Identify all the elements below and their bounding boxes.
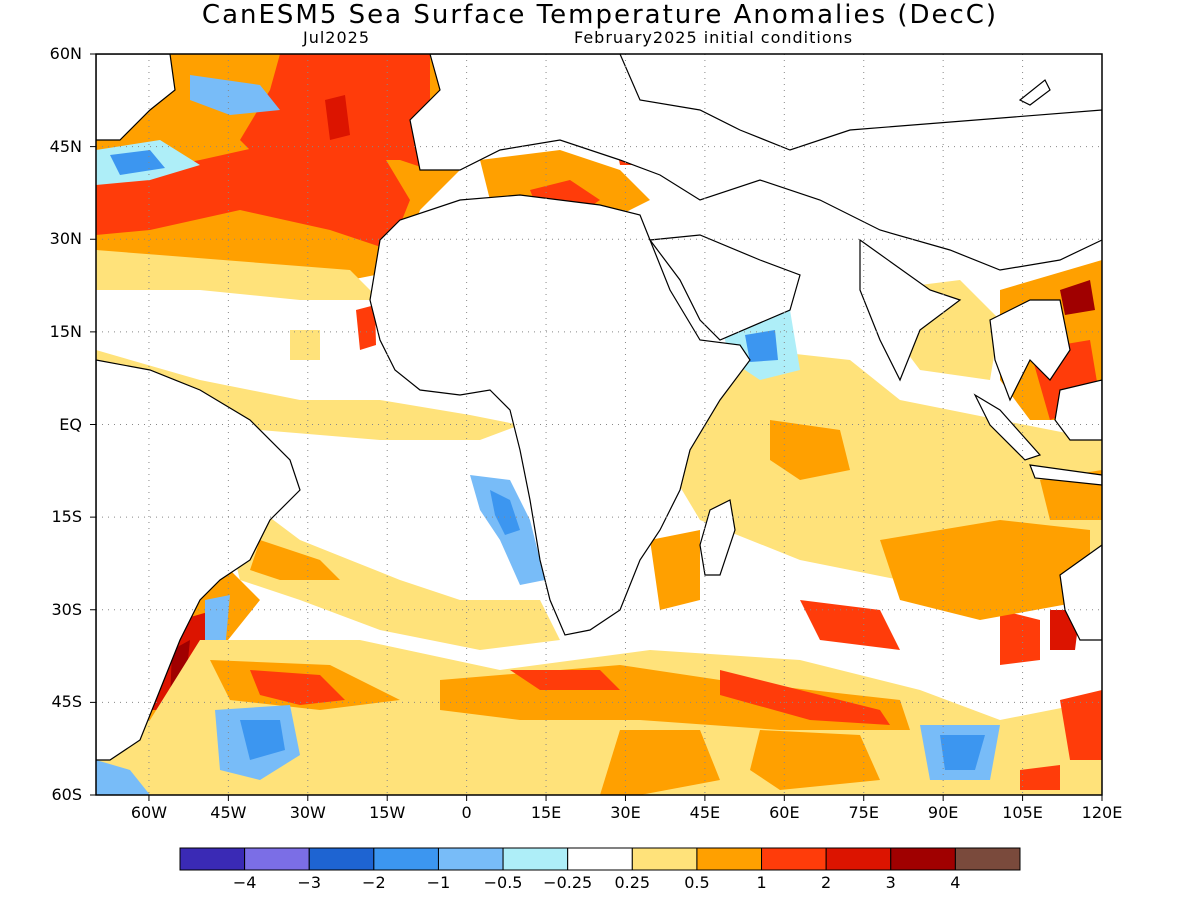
initial-conditions: February2025 initial conditions (574, 28, 854, 47)
lon-tick-label: 30W (289, 803, 326, 822)
lon-tick-label: 30E (610, 803, 641, 822)
lon-tick-label: 45W (210, 803, 247, 822)
colorbar-swatch (631, 847, 698, 871)
land-masses (96, 54, 1102, 761)
colorbar-label: −0.5 (483, 873, 523, 892)
forecast-month: Jul2025 (303, 28, 371, 47)
colorbar-swatch (696, 847, 763, 871)
colorbar (179, 847, 1021, 871)
lat-tick-label: 30N (49, 229, 82, 249)
colorbar-swatch (437, 847, 504, 871)
colorbar-label: −2 (362, 873, 386, 892)
lon-tick-label: 0 (461, 803, 472, 822)
colorbar-swatch (954, 847, 1021, 871)
colorbar-label: 3 (885, 873, 896, 892)
map-title: CanESM5 Sea Surface Temperature Anomalie… (201, 0, 999, 30)
lon-tick-label: 45E (689, 803, 721, 822)
colorbar-label: 0.5 (684, 873, 710, 892)
lat-tick-label: 45S (51, 692, 82, 712)
colorbar-swatch (244, 847, 310, 871)
colorbar-label: 1 (756, 873, 767, 892)
lon-tick-label: 90E (927, 803, 959, 822)
lon-tick-label: 75E (848, 803, 879, 822)
colorbar-swatch (890, 847, 956, 871)
lon-tick-label: 15W (369, 803, 406, 822)
colorbar-label: −4 (232, 873, 257, 892)
colorbar-label: 0.25 (614, 873, 651, 892)
lon-tick-label: 15E (530, 803, 562, 822)
lon-tick-label: 105E (1002, 803, 1043, 822)
colorbar-label: −1 (426, 873, 451, 892)
colorbar-label: 4 (950, 873, 961, 892)
lat-tick-label: 45N (49, 136, 82, 156)
lat-tick-label: 15N (49, 321, 82, 341)
colorbar-label: 2 (821, 873, 832, 892)
lon-tick-label: 60W (130, 803, 168, 822)
lon-tick-label: 60E (769, 803, 800, 822)
colorbar-swatch (825, 847, 892, 871)
lon-tick-label: 120E (1081, 803, 1123, 822)
colorbar-swatch (373, 847, 439, 871)
colorbar-swatch (308, 847, 375, 871)
lat-tick-label: 30S (51, 599, 82, 619)
colorbar-swatch (502, 847, 569, 871)
colorbar-label: −0.25 (543, 873, 593, 892)
colorbar-swatch (761, 847, 827, 871)
lat-tick-label: 60N (49, 44, 82, 63)
colorbar-swatch (567, 847, 633, 871)
colorbar-swatch (179, 847, 246, 871)
colorbar-label: −3 (297, 873, 322, 892)
lat-tick-label: 60S (51, 785, 82, 804)
lat-tick-label: EQ (59, 414, 82, 434)
map-ticks (90, 53, 1103, 801)
lat-tick-label: 15S (51, 507, 82, 527)
